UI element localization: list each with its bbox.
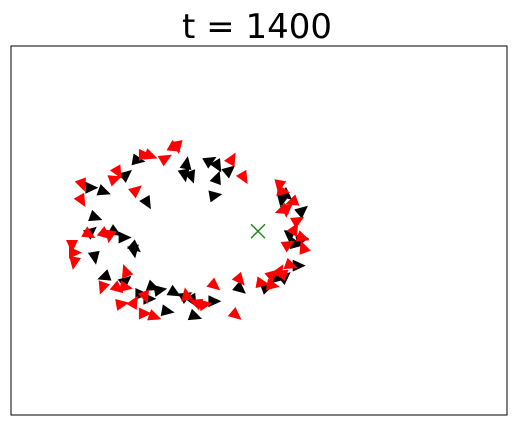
black-agent-marker — [131, 153, 146, 166]
red-agent-marker — [285, 194, 300, 206]
red-agent-marker — [137, 289, 149, 304]
black-agent-marker — [221, 165, 236, 179]
black-agent-marker — [166, 284, 181, 297]
red-agent-marker — [69, 246, 82, 259]
black-agent-marker — [127, 244, 139, 259]
black-agent-marker — [202, 156, 217, 169]
black-agent-marker — [118, 231, 132, 244]
red-agent-marker — [115, 299, 129, 311]
red-agent-marker — [224, 152, 236, 167]
black-agent-marker — [85, 181, 99, 194]
red-agent-marker — [227, 306, 242, 320]
red-agent-marker — [138, 307, 152, 320]
red-agent-marker — [81, 226, 96, 239]
red-agent-marker — [104, 229, 117, 244]
black-agent-marker — [232, 280, 246, 294]
black-agent-marker — [209, 170, 221, 186]
red-agent-marker — [98, 280, 110, 295]
red-agent-marker — [283, 257, 298, 270]
black-agent-marker — [160, 304, 175, 317]
red-agent-marker — [255, 276, 270, 289]
black-agent-marker — [179, 156, 192, 170]
red-agent-marker — [66, 240, 78, 253]
red-agent-marker — [147, 309, 162, 321]
red-agent-marker — [299, 240, 311, 255]
plot-frame — [10, 45, 508, 416]
black-agent-marker — [177, 168, 190, 183]
red-agent-marker — [274, 202, 289, 215]
red-agent-marker — [286, 222, 299, 237]
red-agent-marker — [119, 280, 133, 293]
red-agent-marker — [206, 277, 221, 291]
red-agent-marker — [271, 264, 284, 279]
black-agent-marker — [118, 169, 132, 183]
black-agent-marker — [139, 195, 151, 210]
black-agent-marker — [117, 275, 132, 289]
black-agent-marker — [209, 158, 222, 173]
black-agent-marker — [294, 205, 308, 219]
black-agent-marker — [208, 295, 222, 308]
target-x-stroke — [250, 223, 266, 239]
red-agent-marker — [73, 192, 86, 208]
agent-markers — [66, 140, 311, 321]
black-agent-marker — [87, 250, 100, 265]
red-agent-marker — [126, 295, 138, 310]
red-agent-marker — [276, 184, 291, 197]
black-agent-marker — [289, 237, 304, 250]
black-agent-marker — [276, 194, 289, 208]
red-agent-marker — [69, 256, 81, 270]
red-agent-marker — [157, 154, 172, 167]
black-agent-marker — [97, 269, 112, 281]
red-agent-marker — [280, 240, 295, 253]
chart-title: t = 1400 — [182, 7, 332, 47]
red-agent-marker — [265, 278, 280, 291]
black-agent-marker — [187, 308, 203, 321]
red-agent-marker — [74, 177, 86, 192]
black-agent-marker — [208, 190, 223, 203]
black-agent-marker — [96, 184, 111, 196]
red-agent-marker — [107, 175, 122, 187]
black-agent-marker — [153, 285, 168, 297]
red-agent-marker — [188, 298, 204, 311]
red-agent-marker — [170, 140, 183, 154]
red-agent-marker — [122, 264, 134, 279]
red-agent-marker — [290, 216, 305, 229]
black-agent-marker — [88, 209, 103, 222]
red-agent-marker — [128, 185, 142, 199]
red-agent-marker — [143, 148, 158, 160]
black-agent-marker — [183, 169, 196, 184]
black-agent-marker — [292, 259, 306, 272]
target-marker — [250, 223, 266, 239]
red-agent-marker — [295, 230, 310, 242]
red-agent-marker — [181, 287, 194, 302]
red-agent-marker — [109, 164, 122, 179]
red-agent-marker — [235, 169, 248, 185]
red-agent-marker — [231, 271, 245, 286]
